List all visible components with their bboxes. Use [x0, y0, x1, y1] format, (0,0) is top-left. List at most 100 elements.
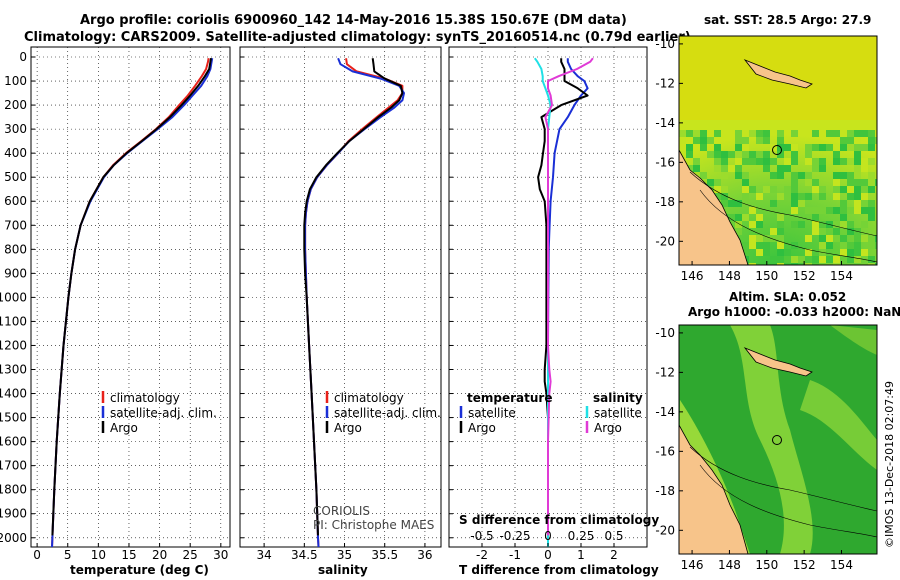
- temperature-panel: 0 5 10 15 20 25 30 0 100 200 300 400 500 600 700 800 90…: [0, 46, 231, 577]
- legend-title-temperature: temperature: [467, 391, 552, 405]
- depth-tick-label: 1000: [0, 290, 27, 304]
- x-tick-label: 0: [544, 548, 552, 562]
- annotation-pi: PI: Christophe MAES: [313, 518, 434, 532]
- sst-map-island: [743, 59, 813, 89]
- depth-tick-label: 1100: [0, 314, 27, 328]
- difference-legend-right: salinity satellite Argo: [585, 391, 643, 435]
- legend-label-climatology: climatology: [334, 391, 404, 405]
- lat-tick-label: -20: [655, 234, 675, 248]
- lat-tick-label: -12: [655, 76, 675, 90]
- depth-tick-label: 1500: [0, 411, 27, 425]
- sla-map-argo-location: [772, 435, 782, 445]
- x-tick-label: 15: [121, 548, 136, 562]
- legend-label-t-satellite: satellite: [468, 406, 516, 420]
- s-tick-label: -0.25: [499, 529, 530, 543]
- depth-tick-label: 400: [4, 146, 27, 160]
- lon-tick-label: 148: [718, 558, 741, 572]
- sst-map-coastline: [679, 149, 749, 265]
- lon-tick-label: 154: [830, 269, 853, 283]
- x-tick-label: 1: [577, 548, 585, 562]
- salinity-panel: 34 34.5 35 35.5 36 salinity climatology sate…: [239, 46, 442, 577]
- sst-map-argo-location: [772, 145, 782, 155]
- legend-label-climatology: climatology: [110, 391, 180, 405]
- x-tick-label: 2: [610, 548, 618, 562]
- salinity-plot-frame: [239, 46, 442, 548]
- x-tick-label: 5: [64, 548, 72, 562]
- depth-tick-label: 1600: [0, 435, 27, 449]
- depth-tick-label: 0: [19, 50, 27, 64]
- legend-label-s-argo: Argo: [594, 421, 622, 435]
- depth-tick-label: 600: [4, 194, 27, 208]
- x-tick-label: 25: [183, 548, 198, 562]
- sla-map-title-1: Altim. SLA: 0.052: [729, 290, 846, 304]
- s-tick-label: 0.25: [568, 529, 595, 543]
- legend-label-s-satellite: satellite: [594, 406, 642, 420]
- lat-tick-label: -12: [655, 365, 675, 379]
- sla-map: Altim. SLA: 0.052 Argo h1000: -0.033 h20…: [655, 290, 900, 572]
- imos-credit: ©IMOS 13-Dec-2018 02:07:49: [883, 381, 896, 548]
- temperature-plot-frame: [30, 46, 231, 548]
- depth-tick-label: 1800: [0, 483, 27, 497]
- depth-tick-label: 2000: [0, 531, 27, 545]
- salinity-legend: climatology satellite-adj. clim. Argo: [325, 391, 441, 435]
- series-temperature-argo: [537, 58, 589, 536]
- sst-map: sat. SST: 28.5 Argo: 27.9 -10 -12 -14 -16 -1…: [655, 13, 878, 283]
- s-tick-label: -0.5: [470, 529, 493, 543]
- salinity-series: [303, 57, 405, 547]
- temperature-legend: climatology satellite-adj. clim. Argo: [101, 391, 217, 435]
- depth-tick-label: 500: [4, 170, 27, 184]
- lon-tick-label: 152: [793, 269, 816, 283]
- temperature-series: [51, 58, 214, 547]
- lat-tick-label: -16: [655, 444, 675, 458]
- difference-series: [533, 57, 594, 547]
- lat-tick-label: -20: [655, 523, 675, 537]
- depth-axis: 0 100 200 300 400 500 600 700 800 900 1000 1100 1200…: [0, 50, 35, 545]
- depth-tick-label: 100: [4, 74, 27, 88]
- lat-tick-label: -14: [655, 405, 675, 419]
- lon-tick-label: 146: [681, 269, 704, 283]
- x-tick-label: -2: [476, 548, 488, 562]
- sst-map-image: [679, 36, 877, 265]
- lat-tick-label: -18: [655, 484, 675, 498]
- depth-tick-label: 200: [4, 98, 27, 112]
- x-tick-label: 0: [33, 548, 41, 562]
- salinity-x-label: salinity: [318, 563, 368, 577]
- x-tick-label: 20: [152, 548, 167, 562]
- salinity-x-ticks: 34 34.5 35 35.5 36: [256, 543, 433, 562]
- lon-tick-label: 146: [681, 558, 704, 572]
- depth-tick-label: 1300: [0, 363, 27, 377]
- difference-x-label: T difference from climatology: [459, 563, 659, 577]
- x-tick-label: 34.5: [291, 548, 318, 562]
- lat-tick-label: -16: [655, 155, 675, 169]
- difference-s-label: S difference from climatology: [459, 513, 659, 527]
- temperature-x-ticks: 0 5 10 15 20 25 30: [33, 543, 228, 562]
- x-tick-label: 35: [337, 548, 352, 562]
- depth-tick-label: 900: [4, 266, 27, 280]
- depth-tick-label: 300: [4, 122, 27, 136]
- s-tick-label: 0: [544, 529, 552, 543]
- depth-tick-label: 800: [4, 242, 27, 256]
- depth-tick-label: 1200: [0, 338, 27, 352]
- series-argo: [51, 58, 212, 536]
- x-tick-label: -1: [509, 548, 521, 562]
- legend-label-satellite: satellite-adj. clim.: [110, 406, 217, 420]
- x-tick-label: 35.5: [371, 548, 398, 562]
- x-tick-label: 30: [213, 548, 228, 562]
- x-tick-label: 34: [256, 548, 271, 562]
- legend-label-argo: Argo: [110, 421, 138, 435]
- depth-tick-label: 700: [4, 218, 27, 232]
- temperature-x-label: temperature (deg C): [70, 563, 209, 577]
- lat-tick-label: -18: [655, 195, 675, 209]
- sst-map-title: sat. SST: 28.5 Argo: 27.9: [704, 13, 871, 27]
- figure-title-line1: Argo profile: coriolis 6900960_142 14-Ma…: [80, 13, 627, 28]
- sla-map-image: [679, 325, 877, 554]
- x-tick-label: 10: [91, 548, 106, 562]
- difference-x-ticks: -2 -1 0 1 2: [476, 543, 618, 562]
- legend-label-t-argo: Argo: [468, 421, 496, 435]
- salinity-grid: [240, 47, 441, 547]
- legend-title-salinity: salinity: [593, 391, 643, 405]
- difference-legend-left: temperature satellite Argo: [459, 391, 552, 435]
- figure-title-line2: Climatology: CARS2009. Satellite-adjuste…: [24, 30, 691, 45]
- difference-grid: [449, 47, 647, 547]
